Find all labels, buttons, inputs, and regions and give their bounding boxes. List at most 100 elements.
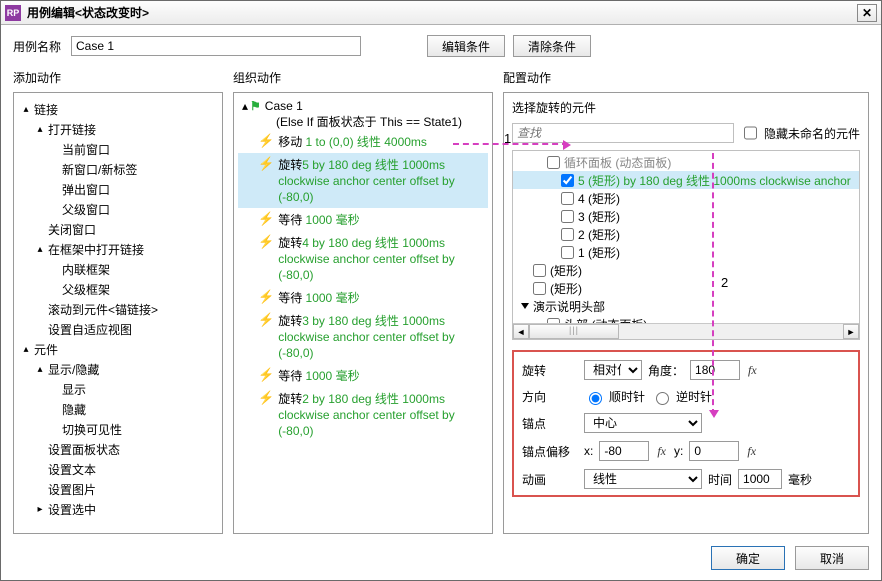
twisty-icon[interactable]: ▴ xyxy=(34,244,46,255)
target-checkbox[interactable] xyxy=(561,210,574,223)
tree-item[interactable]: 当前窗口 xyxy=(16,140,220,158)
target-row[interactable]: 演示说明头部 xyxy=(513,297,859,315)
hide-unnamed-checkbox[interactable]: 隐藏未命名的元件 xyxy=(740,120,860,146)
tree-item[interactable]: 切换可见性 xyxy=(16,420,220,438)
anim-select[interactable]: 线性 xyxy=(584,469,702,489)
tree-item[interactable]: 新窗口/新标签 xyxy=(16,160,220,178)
anchor-label: 锚点 xyxy=(522,415,578,432)
tree-item[interactable]: 设置自适应视图 xyxy=(16,320,220,338)
tree-item[interactable]: 滚动到元件<锚链接> xyxy=(16,300,220,318)
scroll-right-button[interactable]: ► xyxy=(843,324,859,339)
tree-item[interactable]: 内联框架 xyxy=(16,260,220,278)
twisty-icon[interactable] xyxy=(521,303,529,309)
target-checkbox[interactable] xyxy=(547,156,560,169)
angle-input[interactable] xyxy=(690,360,740,380)
tree-item[interactable]: ▴链接 xyxy=(16,100,220,118)
target-row[interactable]: 4 (矩形) xyxy=(513,189,859,207)
tree-item[interactable]: 设置面板状态 xyxy=(16,440,220,458)
target-row[interactable]: 头部 (动态面板) xyxy=(513,315,859,323)
horizontal-scrollbar[interactable]: ◄ ► xyxy=(513,323,859,339)
cw-radio[interactable]: 顺时针 xyxy=(584,388,645,405)
clear-condition-button[interactable]: 清除条件 xyxy=(513,35,591,57)
twisty-icon[interactable]: ▴ xyxy=(242,99,248,113)
twisty-icon[interactable]: ▸ xyxy=(34,504,46,515)
action-item[interactable]: ⚡旋转2 by 180 deg 线性 1000ms clockwise anch… xyxy=(238,387,488,442)
actions-tree[interactable]: ▴链接 ▴打开链接当前窗口新窗口/新标签弹出窗口父级窗口关闭窗口 ▴在框架中打开链接… xyxy=(14,93,222,533)
offset-y-input[interactable] xyxy=(689,441,739,461)
target-row[interactable]: (矩形) xyxy=(513,261,859,279)
time-label: 时间 xyxy=(708,471,732,488)
target-checkbox[interactable] xyxy=(561,228,574,241)
target-checkbox[interactable] xyxy=(561,192,574,205)
case-name-input[interactable] xyxy=(71,36,361,56)
action-item[interactable]: ⚡移动 1 to (0,0) 线性 4000ms xyxy=(238,130,488,153)
target-checkbox[interactable] xyxy=(533,282,546,295)
target-checkbox[interactable] xyxy=(533,264,546,277)
tree-item-label: 隐藏 xyxy=(60,401,86,418)
x-fx-button[interactable]: fx xyxy=(655,444,668,459)
action-item[interactable]: ⚡旋转5 by 180 deg 线性 1000ms clockwise anch… xyxy=(238,153,488,208)
x-label: x: xyxy=(584,444,593,458)
tree-item[interactable]: ▴显示/隐藏 xyxy=(16,360,220,378)
bolt-icon: ⚡ xyxy=(258,391,274,405)
titlebar: RP 用例编辑<状态改变时> ✕ xyxy=(1,1,881,25)
target-row[interactable]: 5 (矩形) by 180 deg 线性 1000ms clockwise an… xyxy=(513,171,859,189)
target-row[interactable]: 2 (矩形) xyxy=(513,225,859,243)
scroll-thumb[interactable] xyxy=(529,324,619,339)
tree-item-label: 显示 xyxy=(60,381,86,398)
target-checkbox[interactable] xyxy=(561,246,574,259)
cancel-button[interactable]: 取消 xyxy=(795,546,869,570)
target-label: 2 (矩形) xyxy=(578,226,620,243)
tree-item[interactable]: 显示 xyxy=(16,380,220,398)
tree-item[interactable]: 关闭窗口 xyxy=(16,220,220,238)
tree-item[interactable]: 弹出窗口 xyxy=(16,180,220,198)
tree-item-label: 父级框架 xyxy=(60,281,110,298)
tree-item[interactable]: ▴打开链接 xyxy=(16,120,220,138)
configure-action-title: 配置动作 xyxy=(503,65,869,92)
tree-item[interactable]: 父级窗口 xyxy=(16,200,220,218)
target-row[interactable]: (矩形) xyxy=(513,279,859,297)
close-button[interactable]: ✕ xyxy=(857,4,877,22)
rotate-mode-select[interactable]: 相对位 xyxy=(584,360,642,380)
action-item[interactable]: ⚡等待 1000 毫秒 xyxy=(238,364,488,387)
angle-fx-button[interactable]: fx xyxy=(746,363,759,378)
tree-item[interactable]: ▸设置选中 xyxy=(16,500,220,518)
action-name: 旋转 xyxy=(278,236,302,250)
tree-item[interactable]: 父级框架 xyxy=(16,280,220,298)
action-item[interactable]: ⚡旋转3 by 180 deg 线性 1000ms clockwise anch… xyxy=(238,309,488,364)
case-title: Case 1 xyxy=(265,99,303,113)
annotation-number-2: 2 xyxy=(721,275,728,290)
tree-item[interactable]: 隐藏 xyxy=(16,400,220,418)
ccw-radio[interactable]: 逆时针 xyxy=(651,388,712,405)
twisty-icon[interactable]: ▴ xyxy=(34,124,46,135)
target-list[interactable]: 循环面板 (动态面板)5 (矩形) by 180 deg 线性 1000ms c… xyxy=(512,150,860,340)
action-item[interactable]: ⚡等待 1000 毫秒 xyxy=(238,208,488,231)
search-input[interactable] xyxy=(512,123,734,143)
action-item[interactable]: ⚡旋转4 by 180 deg 线性 1000ms clockwise anch… xyxy=(238,231,488,286)
target-row[interactable]: 循环面板 (动态面板) xyxy=(513,153,859,171)
tree-item-label: 设置自适应视图 xyxy=(46,321,132,338)
tree-item-label: 切换可见性 xyxy=(60,421,122,438)
case-actions-list[interactable]: ▴ ⚑ Case 1 (Else If 面板状态于 This == State1… xyxy=(234,93,492,533)
offset-x-input[interactable] xyxy=(599,441,649,461)
twisty-icon[interactable]: ▴ xyxy=(20,344,32,355)
y-fx-button[interactable]: fx xyxy=(745,444,758,459)
twisty-icon[interactable]: ▴ xyxy=(20,104,32,115)
ok-button[interactable]: 确定 xyxy=(711,546,785,570)
action-name: 旋转 xyxy=(278,392,302,406)
action-item[interactable]: ⚡等待 1000 毫秒 xyxy=(238,286,488,309)
target-row[interactable]: 1 (矩形) xyxy=(513,243,859,261)
target-row[interactable]: 3 (矩形) xyxy=(513,207,859,225)
anchor-select[interactable]: 中心 xyxy=(584,413,702,433)
bolt-icon: ⚡ xyxy=(258,134,274,148)
tree-item[interactable]: ▴元件 xyxy=(16,340,220,358)
tree-item[interactable]: 设置文本 xyxy=(16,460,220,478)
edit-condition-button[interactable]: 编辑条件 xyxy=(427,35,505,57)
tree-item[interactable]: ▴在框架中打开链接 xyxy=(16,240,220,258)
tree-item[interactable]: 设置图片 xyxy=(16,480,220,498)
twisty-icon[interactable]: ▴ xyxy=(34,364,46,375)
time-input[interactable] xyxy=(738,469,782,489)
tree-item-label: 显示/隐藏 xyxy=(46,361,99,378)
scroll-left-button[interactable]: ◄ xyxy=(513,324,529,339)
target-checkbox[interactable] xyxy=(561,174,574,187)
